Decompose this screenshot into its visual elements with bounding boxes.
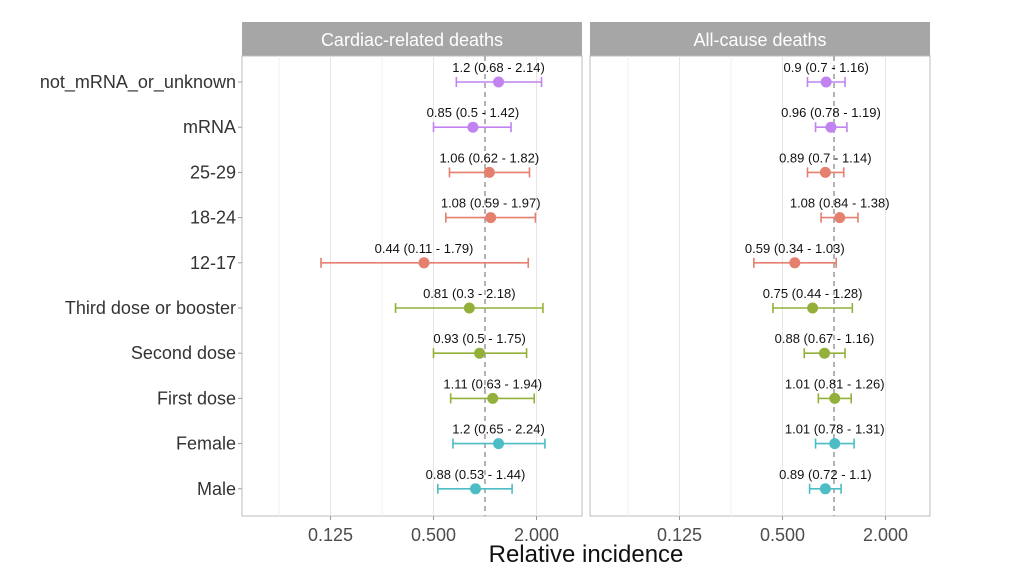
- estimate-label: 1.11 (0.63 - 1.94): [443, 376, 542, 391]
- estimate-label: 1.08 (0.84 - 1.38): [790, 196, 890, 211]
- estimate-label: 0.88 (0.53 - 1.44): [426, 467, 526, 482]
- estimate-point: [470, 483, 482, 495]
- estimate-label: 0.93 (0.5 - 1.75): [433, 331, 526, 346]
- estimate-label: 1.06 (0.62 - 1.82): [439, 150, 539, 165]
- panel-strip: [590, 22, 930, 56]
- estimate-label: 1.01 (0.81 - 1.26): [785, 376, 885, 391]
- estimate-point: [463, 302, 475, 314]
- estimate-label: 1.2 (0.65 - 2.24): [452, 422, 545, 437]
- estimate-label: 0.81 (0.3 - 2.18): [423, 286, 516, 301]
- estimate-point: [418, 257, 430, 269]
- x-tick-label: 0.125: [657, 525, 702, 545]
- panel-title: All-cause deaths: [693, 30, 826, 50]
- x-tick-label: 0.500: [760, 525, 805, 545]
- category-label: 25-29: [190, 162, 236, 182]
- estimate-point: [789, 257, 801, 269]
- estimate-label: 0.59 (0.34 - 1.03): [745, 241, 845, 256]
- panel-area: [589, 55, 931, 517]
- estimate-label: 0.89 (0.7 - 1.14): [779, 150, 872, 165]
- estimate-point: [807, 302, 819, 314]
- estimate-label: 1.01 (0.78 - 1.31): [785, 422, 885, 437]
- estimate-point: [467, 121, 479, 133]
- estimate-point: [493, 438, 505, 450]
- x-axis-label: Relative incidence: [489, 541, 684, 568]
- category-label: Third dose or booster: [65, 298, 236, 318]
- x-tick-label: 0.125: [308, 525, 353, 545]
- estimate-label: 0.96 (0.78 - 1.19): [781, 105, 881, 120]
- category-label: 12-17: [190, 253, 236, 273]
- estimate-label: 0.85 (0.5 - 1.42): [427, 105, 520, 120]
- panel-area: [241, 55, 583, 517]
- estimate-point: [819, 347, 831, 359]
- estimate-point: [834, 212, 846, 224]
- estimate-label: 0.89 (0.72 - 1.1): [779, 467, 872, 482]
- estimate-label: 1.08 (0.59 - 1.97): [441, 196, 541, 211]
- x-tick-label: 2.000: [514, 525, 559, 545]
- category-label: not_mRNA_or_unknown: [40, 72, 236, 93]
- category-label: Male: [197, 479, 236, 499]
- category-label: 18-24: [190, 208, 236, 228]
- estimate-label: 0.75 (0.44 - 1.28): [763, 286, 863, 301]
- panel-title: Cardiac-related deaths: [321, 30, 503, 50]
- estimate-point: [825, 121, 837, 133]
- category-label: mRNA: [183, 117, 236, 137]
- estimate-label: 1.2 (0.68 - 2.14): [452, 60, 545, 75]
- estimate-label: 0.44 (0.11 - 1.79): [375, 241, 474, 256]
- estimate-point: [820, 76, 832, 88]
- category-label: First dose: [157, 388, 236, 408]
- estimate-point: [819, 166, 831, 178]
- category-label: Second dose: [131, 343, 236, 363]
- estimate-point: [819, 483, 831, 495]
- estimate-point: [493, 76, 505, 88]
- panel-strip: [242, 22, 582, 56]
- x-tick-label: 0.500: [411, 525, 456, 545]
- x-tick-label: 2.000: [863, 525, 908, 545]
- estimate-label: 0.9 (0.7 - 1.16): [784, 60, 869, 75]
- estimate-label: 0.88 (0.67 - 1.16): [775, 331, 875, 346]
- estimate-point: [829, 438, 841, 450]
- estimate-point: [474, 347, 486, 359]
- estimate-point: [829, 392, 841, 404]
- estimate-point: [485, 212, 497, 224]
- estimate-point: [487, 392, 499, 404]
- category-label: Female: [176, 434, 236, 454]
- estimate-point: [483, 166, 495, 178]
